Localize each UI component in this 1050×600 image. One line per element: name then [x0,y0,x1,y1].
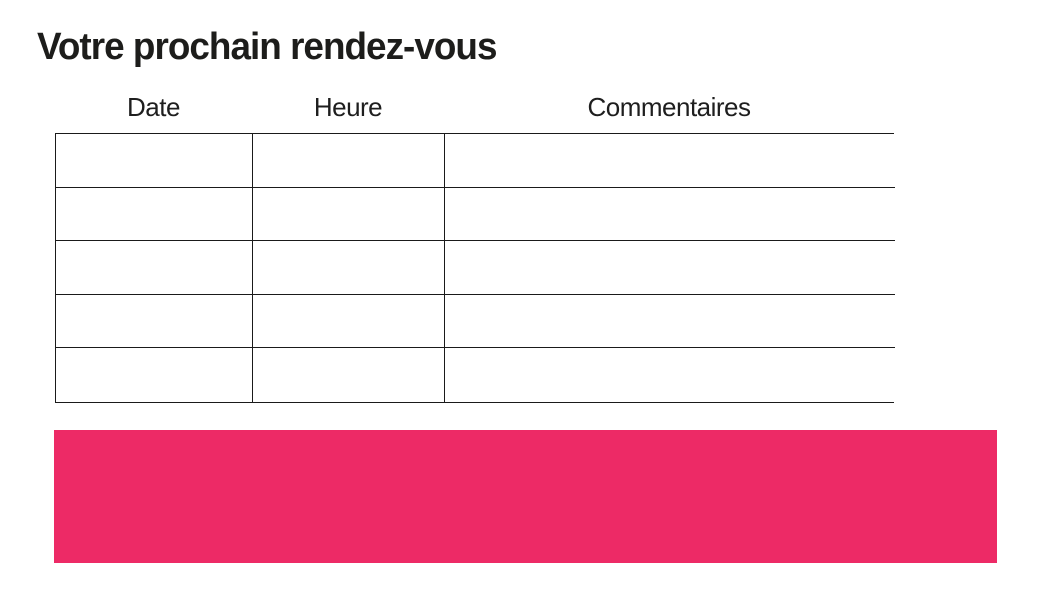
appointments-table-body [55,133,895,403]
table-cell [253,348,445,402]
table-cell [253,241,445,295]
column-header-date: Date [127,92,180,122]
table-cell [445,187,895,241]
appointments-table: Date Heure Commentaires [55,92,895,403]
table-cell [56,294,253,348]
table-cell [445,241,895,295]
pink-banner [54,430,997,563]
table-cell [253,294,445,348]
table-cell [56,187,253,241]
table-cell [445,294,895,348]
page-title: Votre prochain rendez-vous [37,26,497,68]
column-header-commentaires: Commentaires [587,92,751,122]
table-header-row: Date Heure Commentaires [55,92,894,133]
table-cell [445,348,895,402]
table-cell [253,134,445,188]
table-cell [253,187,445,241]
table-cell [445,134,895,188]
table-cell [56,134,253,188]
column-header-heure: Heure [313,92,383,122]
table-cell [56,348,253,402]
table-cell [56,241,253,295]
